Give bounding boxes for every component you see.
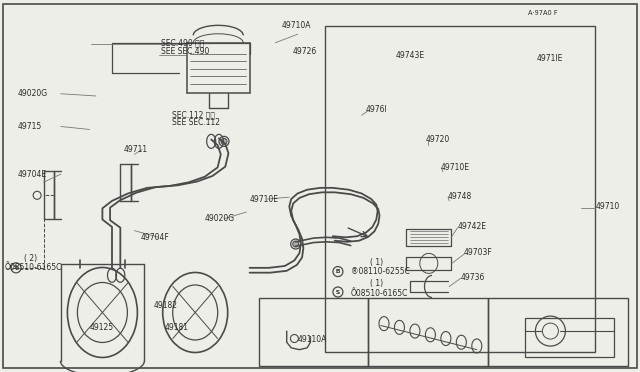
Text: 49704F: 49704F xyxy=(141,233,170,242)
Text: 49710: 49710 xyxy=(595,202,620,211)
Text: Õ08510-6165C: Õ08510-6165C xyxy=(5,263,63,272)
Text: 49748: 49748 xyxy=(448,192,472,201)
Text: 49710E: 49710E xyxy=(440,163,469,172)
Text: 49726: 49726 xyxy=(293,47,317,56)
Text: 49742E: 49742E xyxy=(458,222,486,231)
Text: SEE SEC.490: SEE SEC.490 xyxy=(161,47,210,56)
Text: Õ08510-6165C: Õ08510-6165C xyxy=(351,289,408,298)
Text: 49711: 49711 xyxy=(124,145,148,154)
Text: 49110A: 49110A xyxy=(298,335,327,344)
Text: S: S xyxy=(336,289,340,295)
Text: 49720: 49720 xyxy=(426,135,450,144)
Text: 49710E: 49710E xyxy=(250,195,278,203)
Text: ( 2): ( 2) xyxy=(24,254,38,263)
Text: ( 1): ( 1) xyxy=(370,258,383,267)
Text: 49182: 49182 xyxy=(154,301,178,310)
Text: S: S xyxy=(14,265,18,270)
Bar xyxy=(259,298,368,366)
Text: 49020G: 49020G xyxy=(18,89,48,98)
Text: SEC.490 参照: SEC.490 参照 xyxy=(161,39,205,48)
Text: B: B xyxy=(336,269,340,274)
Text: ( 1): ( 1) xyxy=(370,279,383,288)
Bar xyxy=(525,318,614,357)
Text: 49715: 49715 xyxy=(18,122,42,131)
Text: 49703F: 49703F xyxy=(464,248,493,257)
Bar xyxy=(325,26,595,352)
Text: ®08110-6255C: ®08110-6255C xyxy=(351,267,410,276)
Text: SEC.112 参照: SEC.112 参照 xyxy=(172,110,214,119)
Bar xyxy=(368,298,488,366)
Text: 4971lE: 4971lE xyxy=(536,54,563,63)
Circle shape xyxy=(292,241,299,247)
Text: 49743E: 49743E xyxy=(396,51,425,60)
Text: B: B xyxy=(336,269,340,274)
Text: 49020G: 49020G xyxy=(205,214,235,223)
Text: SEE SEC.112: SEE SEC.112 xyxy=(172,118,220,127)
Text: S: S xyxy=(336,289,340,295)
Text: 4976l: 4976l xyxy=(366,105,388,114)
Text: A·97A0 F: A·97A0 F xyxy=(528,10,557,16)
Text: 49736: 49736 xyxy=(461,273,485,282)
Text: 49125: 49125 xyxy=(90,323,114,332)
Text: 49710A: 49710A xyxy=(282,21,311,30)
Text: 49704E: 49704E xyxy=(18,170,47,179)
Text: S: S xyxy=(14,265,18,270)
Bar xyxy=(488,298,628,366)
Circle shape xyxy=(221,138,227,144)
Text: 49181: 49181 xyxy=(165,323,189,332)
